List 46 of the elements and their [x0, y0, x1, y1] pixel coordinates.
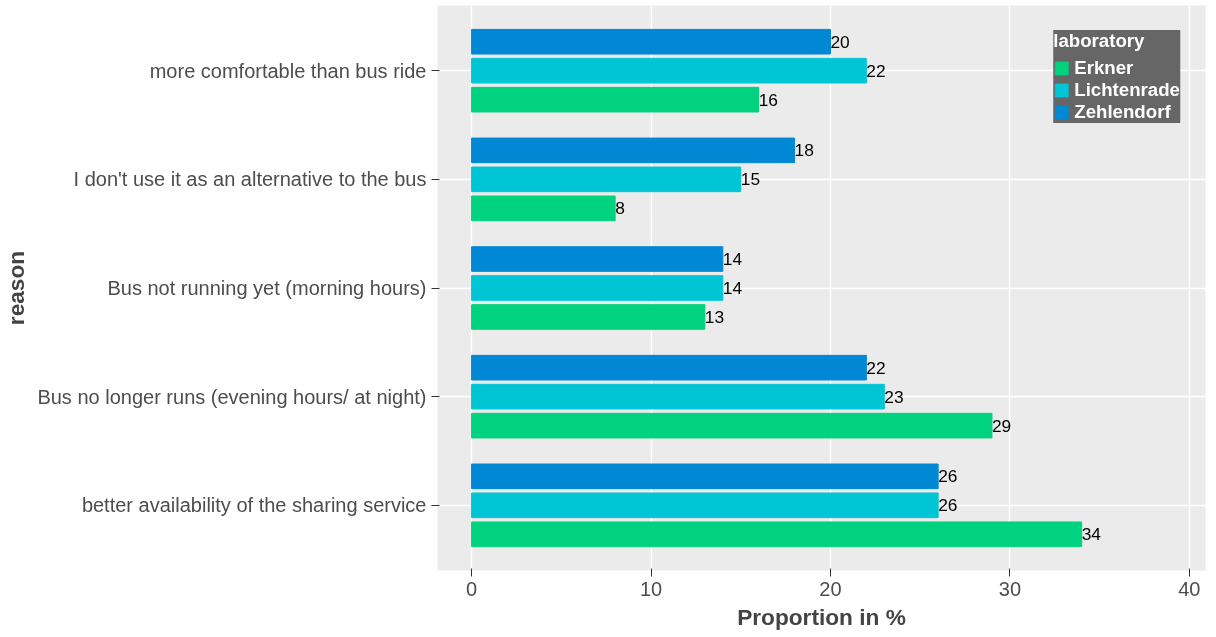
data-label: 23: [884, 386, 904, 407]
data-label: 15: [740, 169, 761, 190]
legend-title: laboratory: [1053, 30, 1146, 52]
y-tick-label: better availability of the sharing service: [81, 494, 427, 517]
data-label: 22: [866, 357, 886, 378]
legend-label: Erkner: [1074, 57, 1134, 79]
bar: [471, 57, 867, 84]
bar: [471, 521, 1083, 548]
y-tick-label: Bus not running yet (morning hours): [107, 277, 427, 299]
x-axis-title: Proportion in %: [737, 603, 906, 630]
data-label: 14: [722, 278, 743, 298]
data-label: 20: [830, 31, 850, 52]
x-tick-label: 0: [466, 577, 478, 600]
data-label: 18: [794, 140, 814, 161]
data-label: 29: [991, 415, 1012, 436]
y-tick-label: I don't use it as an alternative to the bus: [73, 168, 427, 191]
legend-label: Zehlendorf: [1074, 101, 1171, 123]
bar: [471, 195, 616, 222]
bar: [471, 86, 760, 113]
data-label: 22: [866, 60, 886, 81]
bar: [471, 28, 831, 55]
bar: [471, 166, 742, 193]
bar: [471, 354, 867, 381]
bar: [471, 246, 724, 272]
bar: [471, 463, 939, 490]
data-label: 14: [722, 249, 743, 270]
data-label: 13: [704, 306, 725, 327]
y-axis-title: reason: [3, 250, 30, 326]
data-label: 8: [615, 198, 625, 219]
data-label: 26: [938, 495, 958, 516]
data-label: 34: [1081, 524, 1102, 545]
bar: [471, 137, 796, 164]
y-tick-label: Bus no longer runs (evening hours/ at night): [37, 385, 427, 408]
x-tick-label: 40: [1178, 577, 1201, 600]
y-tick-label: more comfortable than bus ride: [149, 59, 427, 82]
bar: [471, 275, 724, 301]
bar: [471, 304, 706, 330]
x-tick-label: 30: [998, 577, 1022, 600]
data-label: 26: [938, 466, 958, 487]
data-label: 16: [758, 89, 778, 110]
bar: [471, 412, 993, 439]
x-tick-label: 10: [639, 577, 663, 600]
legend-label: Lichtenrade: [1074, 79, 1180, 101]
x-tick-label: 20: [819, 577, 842, 600]
bar: [471, 383, 885, 410]
bar: [471, 492, 939, 519]
